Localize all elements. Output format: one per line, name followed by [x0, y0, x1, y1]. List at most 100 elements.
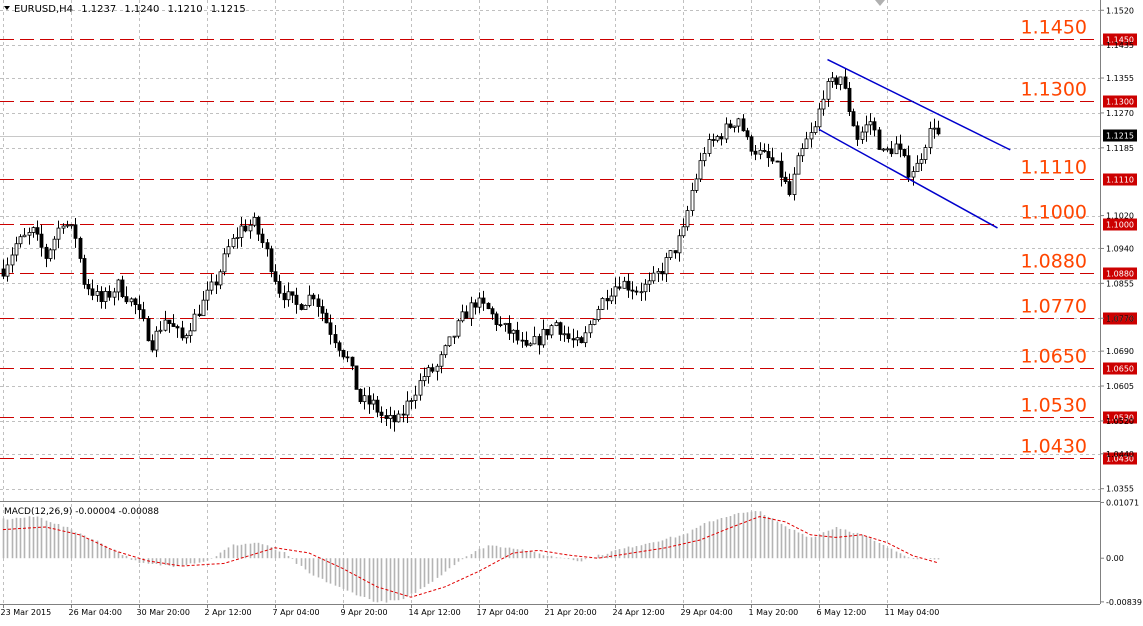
candle-body	[906, 155, 911, 178]
candle-body	[146, 318, 151, 342]
candle-body	[762, 149, 767, 152]
svg-text:EURUSD,H4 1.1237: EURUSD,H4 1.1237 1.1240 1.1210 1.1215	[14, 4, 246, 15]
channel-line[interactable]	[827, 58, 1011, 151]
candle-body	[562, 333, 567, 336]
price-tick-label: 1.0690	[1106, 347, 1134, 356]
candle-body	[719, 136, 724, 140]
candle-body	[375, 399, 380, 413]
level-label: 1.0430	[1021, 436, 1087, 458]
candle-body	[175, 326, 180, 329]
candle-body	[673, 250, 678, 254]
time-axis[interactable]: 23 Mar 2015 26 Mar 04:00 30 Mar 20:00 2 Apr…	[1, 604, 940, 617]
candle-body	[311, 294, 316, 300]
dropdown-triangle-icon[interactable]	[4, 6, 10, 10]
candle-body	[736, 118, 741, 127]
candle-body	[872, 121, 877, 131]
candle-body	[316, 298, 321, 307]
level-tag	[1103, 33, 1137, 46]
time-tick-label: 11 May 04:00	[885, 608, 940, 617]
level-tag-text: 1.0650	[1106, 365, 1134, 374]
candle-body	[558, 322, 563, 335]
candle-body	[44, 246, 49, 259]
candle-body	[22, 234, 27, 238]
candle-body	[804, 138, 809, 149]
candle-body	[626, 280, 631, 291]
candle-body	[260, 233, 265, 244]
candle-body	[902, 148, 907, 157]
shift-marker-icon[interactable]	[875, 0, 885, 6]
price-tick-label: 1.0355	[1106, 485, 1134, 494]
candle-body	[124, 296, 129, 303]
macd-tick-label: 0.00	[1106, 554, 1124, 563]
candle-body	[180, 327, 185, 339]
candle-body	[337, 342, 342, 351]
candle-body	[269, 248, 274, 273]
candle-body	[779, 160, 784, 178]
candle-body	[753, 150, 758, 155]
candle-body	[307, 294, 312, 306]
candle-body	[235, 237, 240, 239]
level-tag-text: 1.1300	[1106, 98, 1134, 107]
candle-body	[333, 334, 338, 344]
time-tick-label: 6 May 12:00	[817, 608, 867, 617]
candle-body	[282, 292, 287, 301]
candle-body	[167, 319, 172, 324]
candle-body	[371, 399, 376, 405]
candle-body	[222, 253, 227, 273]
price-tick-label: 1.1435	[1106, 41, 1134, 50]
candle-body	[430, 367, 435, 372]
level-label: 1.0650	[1021, 346, 1087, 368]
candle-body	[303, 305, 308, 310]
candle-body	[112, 291, 117, 298]
level-tag	[1103, 95, 1137, 108]
macd-pane[interactable]: 0.01071 0.00 -0.00839	[2, 498, 1142, 607]
candle-body	[69, 224, 74, 227]
candle-body	[515, 329, 520, 341]
candle-body	[609, 295, 614, 302]
chart-header: EURUSD,H4 1.1237 1.1240 1.1210 1.1215	[4, 0, 885, 15]
candle-body	[766, 151, 771, 159]
candle-body	[792, 173, 797, 195]
candle-body	[643, 283, 648, 293]
candle-body	[133, 298, 138, 306]
candle-body	[588, 324, 593, 334]
candle-body	[39, 233, 44, 248]
candle-body	[294, 294, 299, 305]
candle-body	[809, 132, 814, 140]
level-label: 1.0770	[1021, 296, 1087, 318]
candle-body	[698, 160, 703, 180]
candle-body	[634, 290, 639, 293]
candle-body	[324, 312, 329, 324]
candle-body	[218, 271, 223, 286]
candle-body	[664, 257, 669, 275]
time-tick-label: 30 Mar 20:00	[137, 608, 190, 617]
candles	[1, 68, 941, 432]
candle-body	[605, 298, 610, 302]
header-high: 1.1240	[124, 4, 159, 15]
level-tag-text: 1.1450	[1106, 36, 1134, 45]
candle-body	[418, 380, 423, 396]
price-tick-label: 1.0940	[1106, 244, 1134, 253]
candle-body	[362, 395, 367, 403]
candle-body	[226, 246, 231, 255]
candle-body	[409, 400, 414, 402]
macd-tick-label: 0.01071	[1106, 498, 1139, 507]
candle-body	[56, 227, 61, 240]
level-labels: 1.1450 1.1300 1.1110 1.1000 1.0880 1.0770 1.06…	[1021, 17, 1087, 458]
time-tick-label: 7 Apr 04:00	[273, 608, 320, 617]
candle-body	[877, 129, 882, 150]
candle-body	[685, 210, 690, 228]
candle-body	[137, 304, 142, 311]
candle-body	[928, 128, 933, 148]
channel-line[interactable]	[818, 128, 998, 229]
candle-body	[184, 335, 189, 339]
candle-body	[847, 87, 852, 113]
price-axis[interactable]: 1.1450 1.1300 1.1110 1.1000 1.0880 1.0770 1.06…	[1100, 6, 1137, 494]
candle-body	[532, 336, 537, 345]
candle-body	[452, 335, 457, 338]
candle-body	[277, 281, 282, 294]
header-low: 1.1210	[168, 4, 203, 15]
channel-lines[interactable]	[818, 58, 1011, 229]
